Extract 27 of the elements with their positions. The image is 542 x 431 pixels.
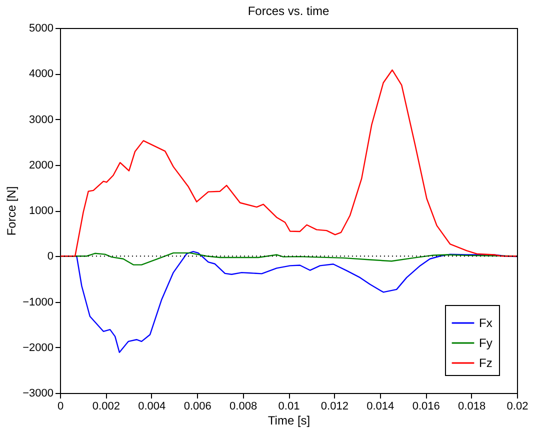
x-tick-label: 0.006 [184, 400, 212, 412]
legend-label: Fx [479, 316, 492, 330]
x-tick-label: 0 [57, 400, 64, 412]
y-tick-label: 2000 [29, 159, 54, 172]
y-tick-label: −1000 [22, 296, 54, 308]
y-tick-label: 3000 [29, 114, 54, 126]
y-tick-label: 0 [47, 250, 54, 263]
x-tick-label: 0.004 [138, 400, 166, 412]
x-tick-label: 0.002 [92, 400, 120, 412]
line-series [59, 69, 518, 257]
y-tick-label: 5000 [29, 22, 54, 34]
x-axis-title: Time [s] [268, 414, 310, 428]
x-tick-label: 0.02 [506, 400, 528, 412]
x-tick-label: 0.018 [458, 400, 486, 412]
y-tick-label: −3000 [22, 388, 54, 400]
legend-label: Fy [479, 336, 492, 350]
x-tick-label: 0.016 [412, 400, 440, 412]
chart-title: Forces vs. time [248, 4, 330, 18]
y-tick-label: −2000 [22, 342, 54, 354]
x-tick-label: 0.01 [278, 400, 300, 412]
legend-label: Fz [479, 356, 492, 370]
x-tick-label: 0.014 [366, 400, 394, 412]
y-tick-label: 4000 [29, 68, 54, 80]
y-tick-label: 1000 [29, 205, 54, 217]
x-tick-label: 0.012 [320, 400, 348, 412]
y-axis-title: Force [N] [4, 186, 19, 236]
x-tick-label: 0.008 [230, 400, 258, 412]
